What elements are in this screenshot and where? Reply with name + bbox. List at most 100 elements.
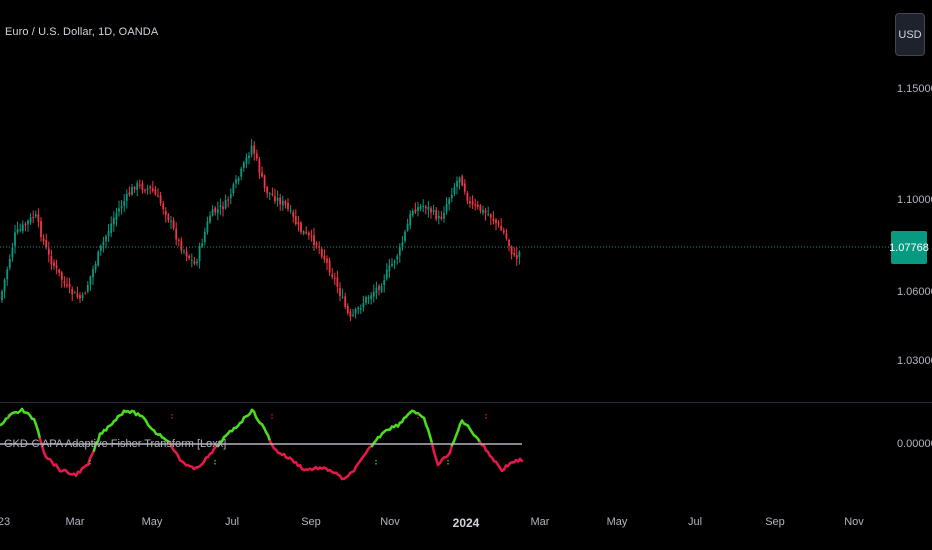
- candle-body: [388, 265, 391, 272]
- indicator-legend[interactable]: GKD-C APA Adaptive Fisher Transform [Lox…: [4, 438, 227, 450]
- candle-body: [209, 215, 211, 223]
- candle-body: [492, 218, 495, 221]
- candle-body: [206, 221, 209, 233]
- candle-body: [115, 213, 118, 220]
- candle-body: [136, 183, 139, 190]
- candle-body: [349, 311, 352, 317]
- price-label-1-10: 1.10000: [897, 194, 932, 206]
- candle-body: [515, 255, 518, 259]
- candle-body: [50, 256, 53, 265]
- candle-body: [310, 235, 313, 237]
- candle-body: [84, 293, 87, 295]
- price-label-1-06: 1.06000: [897, 286, 932, 298]
- candle-body: [482, 209, 484, 213]
- candle-body: [162, 203, 165, 210]
- candle-body: [437, 215, 440, 219]
- candle-body: [268, 193, 271, 195]
- candle-body: [149, 186, 152, 189]
- candle-body: [118, 208, 120, 212]
- candle-body: [505, 233, 508, 239]
- candle-body: [385, 269, 388, 279]
- candle-body: [112, 217, 115, 225]
- candle-body: [292, 212, 295, 217]
- candle-body: [274, 196, 276, 202]
- candle-body: [518, 251, 521, 258]
- candle-body: [495, 219, 497, 224]
- candle-body: [232, 184, 235, 194]
- candle-body: [154, 189, 157, 195]
- currency-button[interactable]: USD: [895, 13, 925, 56]
- candle-body: [157, 195, 159, 197]
- time-label-23: 23: [0, 516, 11, 528]
- time-label-mar: Mar: [65, 516, 85, 528]
- candle-body: [422, 205, 425, 207]
- candle-body: [365, 296, 367, 304]
- oscillator-segment: [96, 432, 102, 443]
- candle-body: [318, 246, 321, 248]
- candle-body: [409, 213, 412, 226]
- candle-body: [175, 228, 178, 240]
- candle-body: [11, 247, 14, 258]
- candle-body: [92, 269, 94, 278]
- candle-body: [307, 232, 310, 236]
- candle-body: [500, 225, 503, 231]
- candle-body: [380, 286, 383, 292]
- candle-body: [167, 214, 170, 221]
- candle-body: [32, 216, 35, 218]
- time-label-mar-2: Mar: [530, 516, 550, 528]
- candle-body: [445, 204, 448, 212]
- candle-body: [331, 274, 334, 277]
- candle-body: [300, 222, 302, 233]
- candle-body: [417, 207, 419, 211]
- candle-body: [333, 277, 336, 279]
- candle-body: [242, 162, 245, 168]
- candle-body: [144, 190, 146, 192]
- candle-body: [21, 224, 24, 232]
- candle-body: [94, 263, 97, 270]
- candle-body: [305, 231, 308, 233]
- candle-body: [180, 240, 183, 251]
- candle-body: [367, 297, 370, 299]
- pane-separator[interactable]: [0, 402, 932, 403]
- oscillator-segment: [36, 429, 42, 441]
- candle-body: [266, 187, 269, 194]
- candle-body: [211, 209, 214, 216]
- candle-body: [58, 269, 61, 273]
- candle-body: [97, 251, 100, 266]
- candle-body: [68, 283, 71, 288]
- symbol-title[interactable]: Euro / U.S. Dollar, 1D, OANDA: [5, 26, 159, 38]
- time-label-nov: Nov: [380, 516, 400, 528]
- candle-body: [81, 294, 84, 298]
- candle-body: [432, 209, 435, 212]
- candle-body: [357, 307, 360, 310]
- candle-body: [398, 247, 401, 256]
- candle-body: [497, 222, 500, 225]
- oscillator-segment: [448, 443, 454, 454]
- candle-body: [245, 157, 248, 164]
- candle-body: [359, 308, 362, 310]
- candle-body: [261, 172, 263, 177]
- candle-body: [45, 239, 48, 248]
- candle-body: [406, 223, 409, 231]
- candle-body: [393, 261, 396, 263]
- candle-body: [203, 232, 206, 243]
- candle-body: [328, 260, 331, 273]
- candle-body: [489, 214, 492, 218]
- candle-body: [414, 209, 417, 213]
- candlestick-series: [1, 139, 521, 322]
- candle-body: [133, 187, 136, 190]
- time-label-may: May: [141, 516, 163, 528]
- candle-body: [352, 314, 354, 316]
- candle-body: [224, 199, 227, 209]
- candle-body: [378, 285, 380, 290]
- candle-body: [71, 288, 74, 295]
- candle-body: [219, 205, 222, 208]
- candle-body: [6, 269, 9, 280]
- last-price-badge: 1.07768: [889, 231, 929, 264]
- candle-body: [1, 291, 3, 301]
- candle-body: [40, 221, 42, 238]
- candle-body: [170, 221, 172, 223]
- candle-body: [487, 213, 490, 215]
